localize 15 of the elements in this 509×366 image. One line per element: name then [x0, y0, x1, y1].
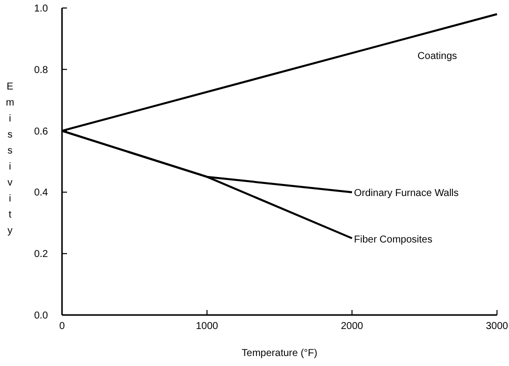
- y-tick-label: 1.0: [34, 4, 48, 14]
- y-tick-label: 0.4: [34, 188, 48, 199]
- x-axis-title: Temperature (°F): [242, 348, 318, 359]
- x-tick-label: 1000: [196, 321, 219, 332]
- series-label: Coatings: [418, 51, 457, 62]
- y-tick-label: 0.6: [34, 126, 48, 138]
- y-tick-label: 0.0: [34, 310, 48, 322]
- series-label: Ordinary Furnace Walls: [354, 188, 459, 200]
- y-tick-label: 0.2: [34, 249, 48, 260]
- x-tick-label: 2000: [340, 321, 364, 332]
- x-tick-label: 0: [59, 321, 66, 332]
- x-tick-label: 3000: [486, 321, 509, 332]
- text: Emissivity: [6, 82, 14, 236]
- series-label: Fiber Composites: [354, 234, 432, 246]
- y-tick-label: 0.8: [34, 64, 48, 76]
